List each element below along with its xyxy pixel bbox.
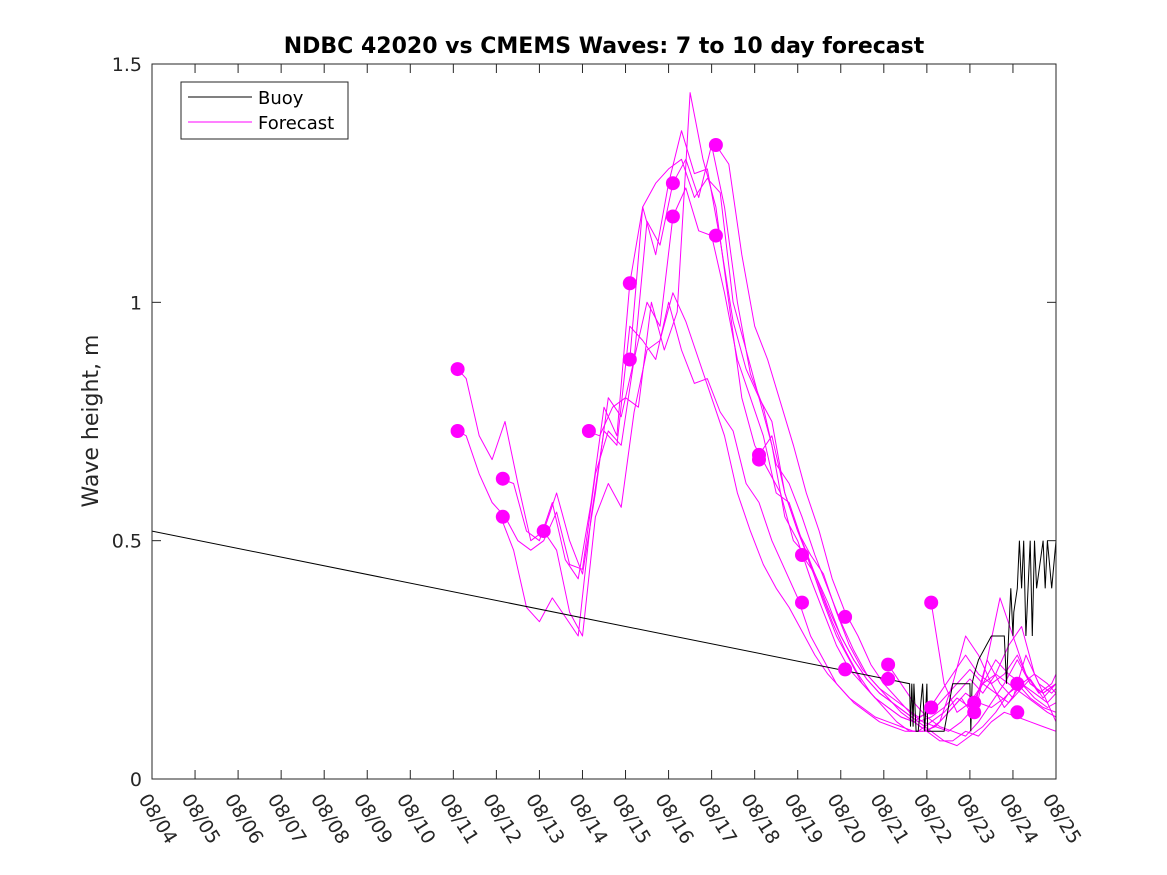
forecast-line-2: [457, 187, 1056, 723]
forecast-start-marker: [708, 138, 723, 152]
forecast-start-marker: [536, 524, 551, 539]
y-tick-label: 0: [130, 769, 142, 791]
forecast-start-marker: [622, 276, 637, 291]
forecast-start-marker: [450, 424, 465, 438]
forecast-start-marker: [665, 209, 680, 224]
legend-forecast-label: Forecast: [258, 113, 334, 134]
forecast-start-marker: [450, 362, 465, 377]
chart-title: NDBC 42020 vs CMEMS Waves: 7 to 10 day f…: [284, 34, 925, 59]
forecast-start-marker: [1010, 705, 1025, 720]
forecast-marker-layer: [450, 138, 1025, 720]
legend-buoy-label: Buoy: [258, 88, 304, 109]
forecast-start-marker: [924, 595, 939, 610]
forecast-line-8: [715, 144, 1056, 732]
forecast-start-marker: [795, 548, 809, 562]
y-tick-label: 1: [130, 292, 142, 314]
forecast-line-9: [758, 435, 1056, 742]
plot-area: [152, 64, 1056, 779]
forecast-start-marker: [967, 705, 982, 720]
forecast-start-marker: [881, 657, 896, 672]
forecast-start-marker: [1010, 676, 1025, 691]
buoy-line: [152, 530, 1056, 732]
forecast-start-marker: [967, 695, 982, 710]
forecast-start-marker: [752, 452, 766, 467]
forecast-start-marker: [708, 228, 723, 243]
forecast-start-marker: [881, 671, 896, 686]
forecast-start-marker: [924, 700, 939, 715]
forecast-start-marker: [795, 595, 809, 610]
legend-box: [180, 81, 349, 140]
forecast-start-marker: [495, 509, 510, 524]
y-tick-label: 0.5: [112, 531, 142, 553]
forecast-line-12: [930, 602, 1056, 723]
forecast-start-marker: [581, 424, 596, 438]
y-axis-ticks: 0 0.5 1 1.5: [112, 54, 1056, 791]
legend: Buoy Forecast: [180, 81, 349, 140]
forecast-line-3: [500, 130, 1056, 723]
axes-box: [151, 63, 1057, 780]
forecast-start-marker: [495, 471, 510, 486]
forecast-start-marker: [838, 609, 853, 624]
y-tick-label: 1.5: [112, 54, 142, 76]
forecast-start-marker: [665, 176, 680, 191]
forecast-start-marker: [838, 662, 853, 677]
forecast-start-marker: [622, 352, 637, 367]
y-axis-label: Wave height, m: [79, 335, 104, 508]
forecast-line-11: [887, 659, 1056, 737]
forecast-line-4: [500, 301, 1056, 732]
